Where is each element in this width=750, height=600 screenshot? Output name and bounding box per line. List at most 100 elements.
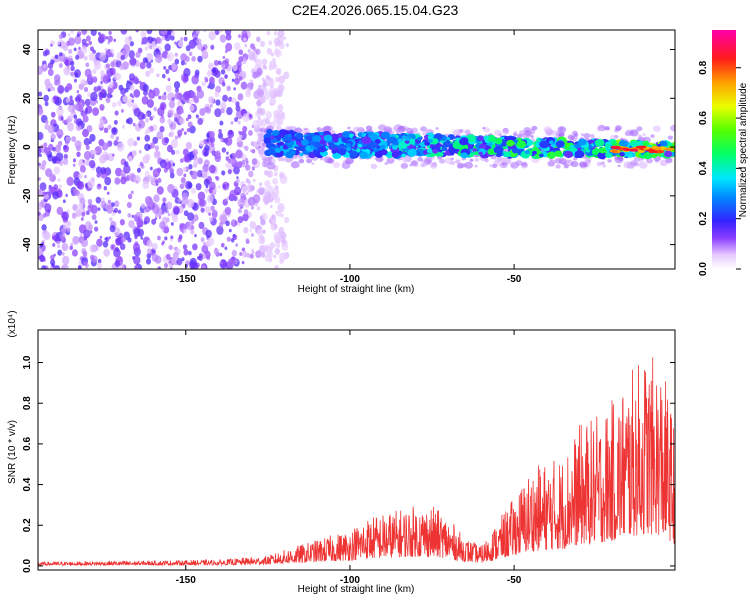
signal-mark [359,151,369,159]
noise-mark [222,183,227,189]
noise-mark [82,159,85,163]
noise-mark [129,40,134,47]
noise-mark [112,153,115,157]
halo-mark [395,129,403,135]
noise-mark [90,30,97,37]
noise-mark [154,179,159,184]
noise-mark [109,67,116,76]
noise-mark [163,159,166,163]
noise-mark [116,242,119,246]
noise-mark [249,50,253,55]
noise-mark [66,227,71,233]
noise-mark [171,62,177,70]
noise-mark [271,57,276,64]
noise-mark [222,64,226,69]
noise-mark [178,234,183,239]
halo-mark [583,133,591,139]
noise-mark [67,65,70,69]
signal-mark [312,135,321,143]
noise-mark [60,116,64,121]
signal-mark [657,153,662,157]
noise-mark [231,78,235,82]
noise-mark [142,165,145,169]
noise-mark [203,30,207,33]
noise-mark [100,106,104,111]
noise-mark [38,65,44,75]
noise-mark [224,246,228,250]
noise-mark [152,168,160,178]
noise-mark [85,35,91,42]
noise-mark [198,198,205,207]
halo-mark [330,130,336,135]
noise-mark [52,146,56,152]
signal-mark [276,135,282,140]
noise-mark [275,119,282,127]
signal-mark [466,134,476,143]
noise-mark [235,105,241,112]
noise-mark [255,48,261,55]
signal-mark [349,150,359,158]
noise-mark [237,208,242,214]
signal-mark [270,136,275,140]
noise-mark [231,249,237,257]
x-tick-label: -100 [340,274,360,285]
noise-mark [188,164,193,170]
noise-mark [113,140,119,146]
y-tick-label: 0.2 [22,518,33,532]
noise-mark [270,204,273,209]
halo-mark [439,158,446,164]
noise-mark [207,194,214,203]
signal-mark [494,137,503,145]
noise-mark [179,158,184,163]
noise-mark [131,99,135,103]
noise-mark [187,121,193,128]
y-tick-label: 0.0 [22,559,33,573]
noise-mark [183,154,190,163]
noise-mark [242,213,249,222]
noise-mark [73,114,78,119]
noise-mark [84,98,91,106]
halo-mark [617,164,621,168]
snr-y-axis-label: SNR (10 * v/v) [7,420,18,484]
noise-mark [38,162,41,167]
noise-mark [74,69,81,78]
noise-mark [147,36,154,44]
halo-mark [464,129,471,135]
noise-mark [256,206,261,211]
noise-mark [192,214,199,222]
noise-mark [261,212,268,221]
noise-mark [65,59,70,65]
noise-mark [165,253,171,260]
noise-mark [44,101,49,107]
noise-mark [157,177,162,184]
noise-mark [180,177,186,184]
noise-mark [59,233,66,241]
noise-mark [196,38,202,45]
noise-mark [133,227,141,237]
noise-mark [65,97,70,103]
signal-mark [478,135,485,141]
spectrogram-y-axis-label: Frequency (Hz) [7,116,18,185]
noise-mark [82,128,89,138]
noise-mark [90,91,98,102]
signal-mark [587,144,593,149]
noise-mark [135,51,141,58]
noise-mark [249,253,254,259]
noise-mark [38,211,41,216]
noise-mark [73,47,77,52]
noise-mark [220,242,225,248]
noise-mark [169,172,175,179]
signal-mark [267,148,276,155]
signal-mark [345,143,351,148]
noise-mark [233,87,236,91]
noise-mark [151,243,158,251]
noise-mark [82,250,88,257]
noise-mark [105,97,111,104]
noise-mark [88,52,96,61]
noise-mark [225,207,231,215]
noise-mark [266,75,271,80]
noise-mark [74,35,82,45]
noise-mark [196,89,205,99]
noise-mark [96,262,103,269]
